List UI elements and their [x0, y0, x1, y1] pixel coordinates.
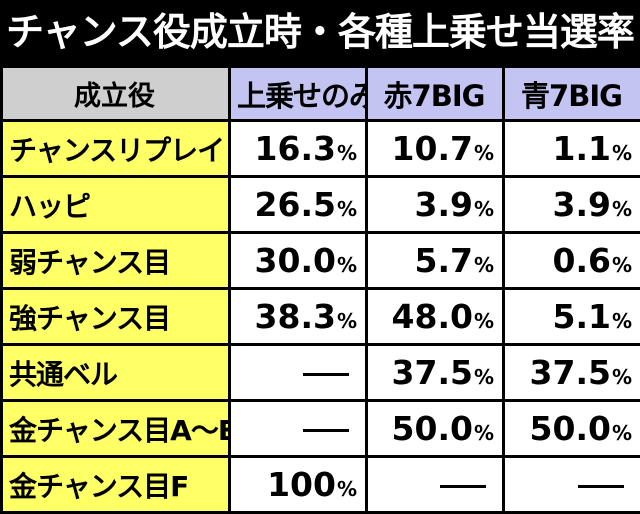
header-red7-big: 赤7BIG: [367, 67, 504, 121]
percent-sign: %: [474, 421, 494, 445]
value-cell-add-only: 30.0%: [230, 233, 367, 289]
value-cell-red7-big: 37.5%: [367, 345, 504, 401]
dash-mark: [440, 485, 486, 488]
value-cell-red7-big: 50.0%: [367, 401, 504, 457]
role-cell: 金チャンス目A～E: [2, 401, 230, 457]
percent-sign: %: [612, 365, 632, 389]
value-cell-add-only: 38.3%: [230, 289, 367, 345]
header-role: 成立役: [2, 67, 230, 121]
value-cell-red7-big: 5.7%: [367, 233, 504, 289]
percent-sign: %: [612, 421, 632, 445]
rate-value: 16.3: [255, 129, 336, 168]
page-title: チャンス役成立時・各種上乗せ当選率: [0, 0, 640, 65]
value-cell-blue7-big: 0.6%: [504, 233, 640, 289]
percent-sign: %: [337, 253, 357, 277]
percent-sign: %: [337, 309, 357, 333]
percent-sign: %: [337, 141, 357, 165]
dash-mark: [303, 429, 349, 432]
rate-value: 26.5: [255, 185, 336, 224]
role-cell: 弱チャンス目: [2, 233, 230, 289]
value-cell-red7-big: 3.9%: [367, 177, 504, 233]
dash-mark: [578, 485, 624, 488]
header-add-only: 上乗せのみ: [230, 67, 367, 121]
role-cell: 金チャンス目F: [2, 457, 230, 513]
percent-sign: %: [612, 253, 632, 277]
rate-value: 37.5: [392, 353, 473, 392]
value-cell-red7-big: [367, 457, 504, 513]
role-cell: 共通ベル: [2, 345, 230, 401]
value-cell-add-only: [230, 401, 367, 457]
percent-sign: %: [612, 309, 632, 333]
rate-value: 30.0: [255, 241, 336, 280]
percent-sign: %: [474, 141, 494, 165]
value-cell-red7-big: 48.0%: [367, 289, 504, 345]
value-cell-add-only: 26.5%: [230, 177, 367, 233]
value-cell-blue7-big: 1.1%: [504, 121, 640, 177]
role-cell: 強チャンス目: [2, 289, 230, 345]
percent-sign: %: [612, 197, 632, 221]
percent-sign: %: [337, 477, 357, 501]
value-cell-blue7-big: 50.0%: [504, 401, 640, 457]
value-cell-blue7-big: 37.5%: [504, 345, 640, 401]
rate-value: 100: [267, 465, 336, 504]
percent-sign: %: [474, 197, 494, 221]
rate-value: 1.1: [552, 129, 610, 168]
rate-value: 50.0: [392, 409, 473, 448]
rate-value: 50.0: [530, 409, 611, 448]
percent-sign: %: [474, 365, 494, 389]
rate-value: 37.5: [530, 353, 611, 392]
value-cell-add-only: [230, 345, 367, 401]
rate-value: 3.9: [552, 185, 610, 224]
value-cell-blue7-big: 3.9%: [504, 177, 640, 233]
rate-value: 38.3: [255, 297, 336, 336]
percent-sign: %: [474, 309, 494, 333]
rate-value: 48.0: [392, 297, 473, 336]
header-row: 成立役 上乗せのみ 赤7BIG 青7BIG: [2, 67, 640, 121]
header-blue7-big: 青7BIG: [504, 67, 640, 121]
dash-mark: [303, 373, 349, 376]
rate-value: 5.7: [414, 241, 472, 280]
rate-value: 0.6: [552, 241, 610, 280]
percent-sign: %: [474, 253, 494, 277]
percent-sign: %: [612, 141, 632, 165]
value-cell-red7-big: 10.7%: [367, 121, 504, 177]
rate-value: 10.7: [392, 129, 473, 168]
value-cell-blue7-big: 5.1%: [504, 289, 640, 345]
value-cell-blue7-big: [504, 457, 640, 513]
value-cell-add-only: 100%: [230, 457, 367, 513]
rate-value: 3.9: [414, 185, 472, 224]
value-cell-add-only: 16.3%: [230, 121, 367, 177]
percent-sign: %: [337, 197, 357, 221]
role-cell: チャンスリプレイ: [2, 121, 230, 177]
role-cell: ハッピ: [2, 177, 230, 233]
rate-value: 5.1: [552, 297, 610, 336]
